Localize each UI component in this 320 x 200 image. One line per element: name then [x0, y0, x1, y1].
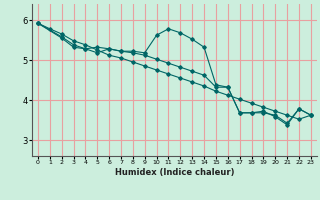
X-axis label: Humidex (Indice chaleur): Humidex (Indice chaleur)	[115, 168, 234, 177]
